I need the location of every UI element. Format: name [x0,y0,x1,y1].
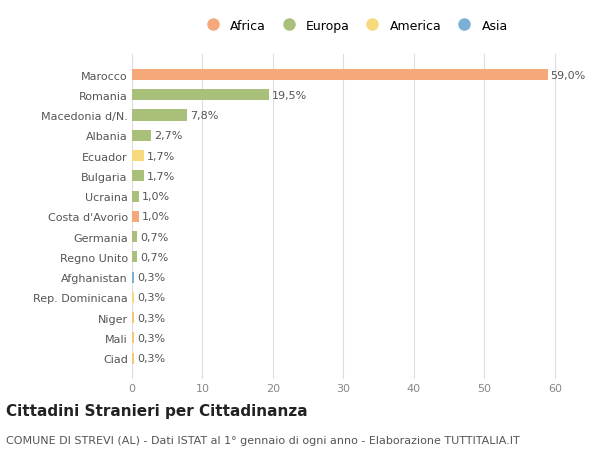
Bar [132,231,137,243]
Bar [132,151,144,162]
Text: 0,7%: 0,7% [140,252,168,262]
Text: 0,3%: 0,3% [137,353,165,364]
Bar [132,110,187,121]
Bar [132,333,134,344]
Legend: Africa, Europa, America, Asia: Africa, Europa, America, Asia [196,16,512,36]
Text: 7,8%: 7,8% [190,111,218,121]
Text: 0,3%: 0,3% [137,293,165,303]
Bar [132,70,548,81]
Bar [132,292,134,303]
Bar [132,252,137,263]
Text: COMUNE DI STREVI (AL) - Dati ISTAT al 1° gennaio di ogni anno - Elaborazione TUT: COMUNE DI STREVI (AL) - Dati ISTAT al 1°… [6,435,520,445]
Bar [132,353,134,364]
Text: 1,7%: 1,7% [147,151,175,161]
Bar [132,191,139,202]
Text: 0,3%: 0,3% [137,333,165,343]
Bar [132,211,139,223]
Bar [132,90,269,101]
Text: 1,0%: 1,0% [142,212,170,222]
Text: 1,0%: 1,0% [142,192,170,202]
Text: 0,7%: 0,7% [140,232,168,242]
Bar [132,313,134,324]
Text: 2,7%: 2,7% [154,131,182,141]
Text: 59,0%: 59,0% [551,70,586,80]
Text: 0,3%: 0,3% [137,313,165,323]
Text: Cittadini Stranieri per Cittadinanza: Cittadini Stranieri per Cittadinanza [6,403,308,419]
Text: 19,5%: 19,5% [272,90,307,101]
Bar [132,171,144,182]
Bar [132,272,134,283]
Bar [132,130,151,141]
Text: 0,3%: 0,3% [137,273,165,283]
Text: 1,7%: 1,7% [147,172,175,181]
